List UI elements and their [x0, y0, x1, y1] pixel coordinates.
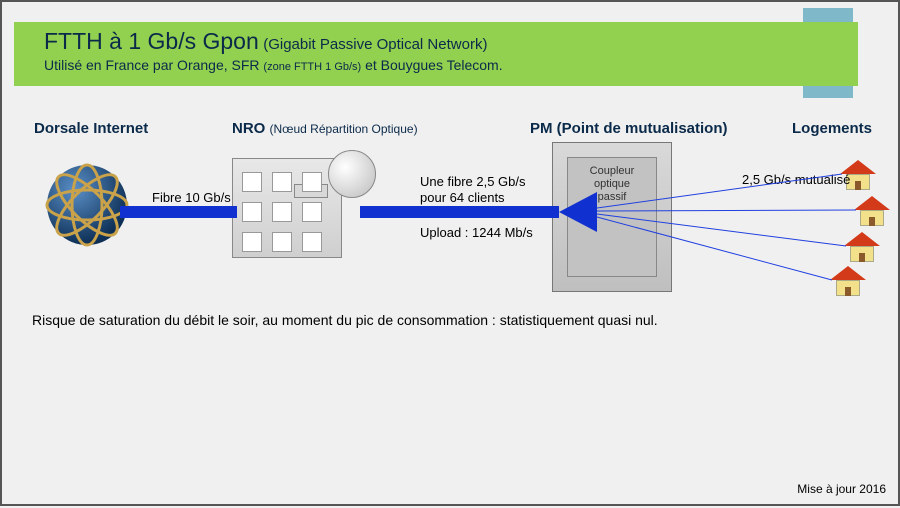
title-banner: FTTH à 1 Gb/s Gpon (Gigabit Passive Opti… — [14, 22, 858, 86]
col-label-nro: NRO (Nœud Répartition Optique) — [232, 120, 418, 137]
footnote-text: Risque de saturation du débit le soir, a… — [32, 312, 658, 328]
col-label-pm: PM (Point de mutualisation) — [530, 120, 728, 137]
internet-globe-icon — [42, 160, 132, 250]
cabinet-label-3: passif — [598, 191, 627, 203]
col-label-nro-paren: (Nœud Répartition Optique) — [270, 122, 418, 136]
cabinet-label-1: Coupleur — [590, 165, 635, 177]
edge-label-backbone-nro: Fibre 10 Gb/s — [152, 190, 231, 205]
pm-cabinet-icon: Coupleur optique passif — [552, 142, 672, 292]
col-label-homes: Logements — [792, 120, 872, 137]
page-title-paren: (Gigabit Passive Optical Network) — [263, 36, 487, 53]
edge-label-nro-pm-upload: Upload : 1244 Mb/s — [420, 225, 533, 240]
subtitle-pre: Utilisé en France par Orange, SFR — [44, 57, 263, 73]
cabinet-label: Coupleur optique passif — [553, 165, 671, 205]
house-icon — [830, 266, 866, 296]
subtitle-post: et Bouygues Telecom. — [361, 57, 502, 73]
col-label-backbone: Dorsale Internet — [34, 120, 148, 137]
nro-building-icon — [232, 150, 362, 260]
subtitle-small: (zone FTTH 1 Gb/s) — [263, 61, 361, 73]
house-icon — [854, 196, 890, 226]
cabinet-label-2: optique — [594, 178, 630, 190]
edge-label-nro-pm-2: pour 64 clients — [420, 190, 505, 205]
update-text: Mise à jour 2016 — [797, 482, 886, 496]
house-icon — [844, 232, 880, 262]
edge-label-nro-pm-1: Une fibre 2,5 Gb/s — [420, 174, 526, 189]
page-title-main: FTTH à 1 Gb/s Gpon — [44, 28, 259, 54]
page-subtitle: Utilisé en France par Orange, SFR (zone … — [44, 57, 828, 73]
col-label-nro-main: NRO — [232, 120, 265, 137]
edge-label-pm-homes: 2,5 Gb/s mutualisé — [742, 172, 850, 187]
